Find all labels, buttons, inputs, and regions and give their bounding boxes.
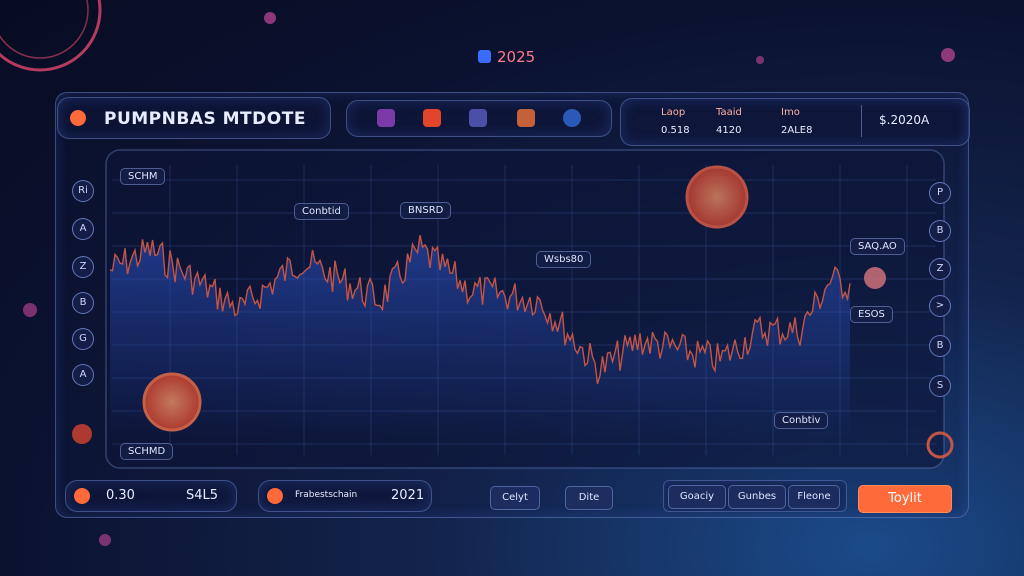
chart-label: ESOS bbox=[850, 306, 893, 323]
coin-icon bbox=[142, 372, 202, 432]
glow-dot bbox=[864, 267, 886, 289]
orb bbox=[941, 48, 955, 62]
orb bbox=[99, 534, 111, 546]
tool-icon[interactable] bbox=[469, 109, 487, 127]
side-button[interactable]: > bbox=[929, 295, 951, 317]
chart-label: Conbtid bbox=[294, 203, 349, 220]
side-button[interactable]: A bbox=[72, 218, 94, 240]
stat-value: 2ALE8 bbox=[781, 125, 813, 136]
stats-bar: Laop 0.518 Taaid 4120 Imo 2ALE8 $.2020A bbox=[620, 98, 970, 146]
price-area bbox=[110, 235, 850, 440]
tab[interactable]: Celyt bbox=[490, 486, 540, 510]
balance: $.2020A bbox=[879, 113, 930, 127]
footer-pair: Frabestschain 2021 bbox=[258, 480, 432, 512]
chart-label: SAQ.AO bbox=[850, 238, 905, 255]
side-button[interactable]: B bbox=[929, 335, 951, 357]
tool-icon[interactable] bbox=[423, 109, 441, 127]
orb bbox=[23, 303, 37, 317]
brand-logo bbox=[70, 110, 86, 126]
glow-ring bbox=[0, 0, 102, 72]
main-panel bbox=[55, 92, 969, 518]
tool-icon[interactable] bbox=[377, 109, 395, 127]
tool-icon[interactable] bbox=[563, 109, 581, 127]
logo-mark bbox=[926, 431, 954, 459]
price-line bbox=[109, 235, 851, 384]
year-badge: 2025 bbox=[478, 48, 535, 66]
action-button[interactable]: Toylit bbox=[858, 485, 952, 513]
chart-label: Conbtiv bbox=[774, 412, 829, 429]
button[interactable]: Goaciy bbox=[668, 485, 726, 509]
chart-label: BNSRD bbox=[400, 202, 452, 219]
button[interactable]: Fleone bbox=[788, 485, 840, 509]
brand-title: PUMPNBAS MTDOTE bbox=[104, 109, 306, 129]
pair-year: 2021 bbox=[391, 488, 425, 503]
side-button[interactable]: A bbox=[72, 364, 94, 386]
tab[interactable]: Dite bbox=[565, 486, 613, 510]
side-button[interactable]: Z bbox=[929, 258, 951, 280]
glow-ring bbox=[0, 0, 89, 59]
coin bbox=[74, 488, 90, 504]
year-text: 2025 bbox=[497, 48, 536, 66]
chart-label: Wsbs80 bbox=[536, 251, 592, 268]
stat-value: 0.518 bbox=[661, 125, 690, 136]
coin-icon bbox=[72, 424, 92, 444]
chart-label: SCHM bbox=[120, 168, 166, 185]
side-button[interactable]: P bbox=[929, 182, 951, 204]
pair: Frabestschain bbox=[295, 490, 358, 500]
stat-label: Taaid bbox=[716, 107, 742, 118]
chart-label: SCHMD bbox=[120, 443, 174, 460]
brand-bar: PUMPNBAS MTDOTE bbox=[57, 97, 331, 139]
orb bbox=[756, 56, 764, 64]
coin bbox=[267, 488, 283, 504]
side-button[interactable]: B bbox=[72, 292, 94, 314]
change: S4L5 bbox=[186, 488, 219, 503]
stat-label: Laop bbox=[661, 107, 686, 118]
tool-bar[interactable] bbox=[346, 100, 612, 137]
side-button[interactable]: G bbox=[72, 328, 94, 350]
stat-value: 4120 bbox=[716, 125, 742, 136]
orb bbox=[264, 12, 276, 24]
side-button[interactable]: Ri bbox=[72, 180, 94, 202]
side-button[interactable]: B bbox=[929, 220, 951, 242]
button[interactable]: Gunbes bbox=[728, 485, 786, 509]
stat-label: Imo bbox=[781, 107, 800, 118]
side-button[interactable]: Z bbox=[72, 256, 94, 278]
footer-price: 0.30 S4L5 bbox=[65, 480, 237, 512]
price: 0.30 bbox=[106, 488, 135, 503]
coin-icon bbox=[685, 165, 749, 229]
tool-icon[interactable] bbox=[517, 109, 535, 127]
side-button[interactable]: S bbox=[929, 375, 951, 397]
